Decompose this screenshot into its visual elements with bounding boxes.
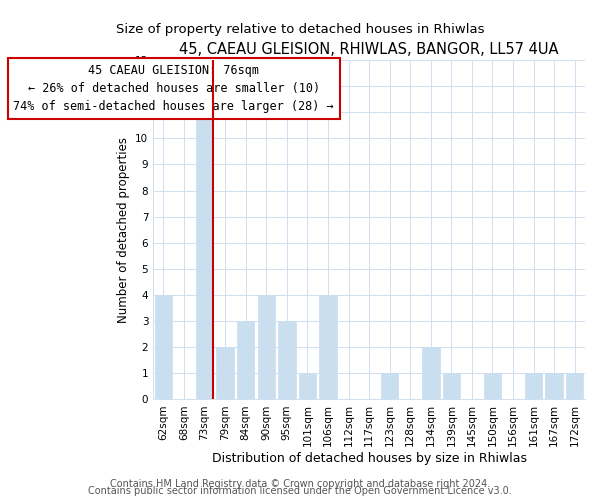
Bar [217,347,234,400]
Bar [545,374,563,400]
Bar [566,374,583,400]
Text: Contains HM Land Registry data © Crown copyright and database right 2024.: Contains HM Land Registry data © Crown c… [110,479,490,489]
Y-axis label: Number of detached properties: Number of detached properties [116,137,130,323]
Bar [422,347,440,400]
Bar [196,112,214,400]
Bar [525,374,542,400]
Bar [299,374,316,400]
Text: Size of property relative to detached houses in Rhiwlas: Size of property relative to detached ho… [116,22,484,36]
Title: 45, CAEAU GLEISION, RHIWLAS, BANGOR, LL57 4UA: 45, CAEAU GLEISION, RHIWLAS, BANGOR, LL5… [179,42,559,58]
Bar [484,374,501,400]
Bar [278,321,296,400]
Text: Contains public sector information licensed under the Open Government Licence v3: Contains public sector information licen… [88,486,512,496]
Bar [237,321,254,400]
Bar [155,295,172,400]
Bar [257,295,275,400]
Bar [381,374,398,400]
X-axis label: Distribution of detached houses by size in Rhiwlas: Distribution of detached houses by size … [212,452,527,465]
Bar [443,374,460,400]
Bar [319,295,337,400]
Text: 45 CAEAU GLEISION: 76sqm
← 26% of detached houses are smaller (10)
74% of semi-d: 45 CAEAU GLEISION: 76sqm ← 26% of detach… [13,64,334,113]
